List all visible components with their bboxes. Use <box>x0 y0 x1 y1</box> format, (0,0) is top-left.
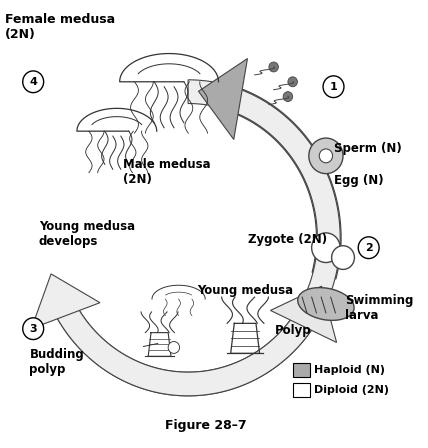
Circle shape <box>269 62 278 72</box>
Text: Sperm (N): Sperm (N) <box>333 142 401 155</box>
Ellipse shape <box>298 288 354 320</box>
FancyBboxPatch shape <box>293 363 310 377</box>
Circle shape <box>283 92 293 102</box>
Circle shape <box>358 237 379 258</box>
Circle shape <box>23 71 44 93</box>
Text: Budding
polyp: Budding polyp <box>30 349 84 376</box>
Text: Diploid (2N): Diploid (2N) <box>314 385 389 395</box>
Text: 1: 1 <box>330 82 337 92</box>
Circle shape <box>309 138 343 174</box>
Circle shape <box>332 246 354 269</box>
Text: Male medusa
(2N): Male medusa (2N) <box>124 158 211 186</box>
Text: Haploid (N): Haploid (N) <box>314 365 384 375</box>
Circle shape <box>288 77 297 87</box>
Text: Polyp: Polyp <box>275 324 311 337</box>
Text: Zygote (2N): Zygote (2N) <box>248 233 327 246</box>
Text: Egg (N): Egg (N) <box>333 174 383 187</box>
Circle shape <box>312 233 340 263</box>
Text: 2: 2 <box>365 243 372 253</box>
Text: Swimming
larva: Swimming larva <box>345 294 413 322</box>
Text: 4: 4 <box>29 77 37 87</box>
Text: Figure 28–7: Figure 28–7 <box>165 419 247 432</box>
Polygon shape <box>50 295 326 396</box>
Polygon shape <box>211 81 341 279</box>
FancyBboxPatch shape <box>293 383 310 397</box>
Circle shape <box>23 318 44 340</box>
Polygon shape <box>31 274 100 329</box>
Polygon shape <box>199 59 247 139</box>
Text: Young medusa: Young medusa <box>198 284 294 297</box>
Circle shape <box>168 341 180 353</box>
Text: 3: 3 <box>30 324 37 334</box>
Text: Female medusa
(2N): Female medusa (2N) <box>5 13 115 41</box>
Circle shape <box>319 149 333 163</box>
Polygon shape <box>270 286 336 342</box>
Circle shape <box>323 76 344 98</box>
Polygon shape <box>45 80 340 396</box>
Text: Young medusa
develops: Young medusa develops <box>39 220 135 248</box>
